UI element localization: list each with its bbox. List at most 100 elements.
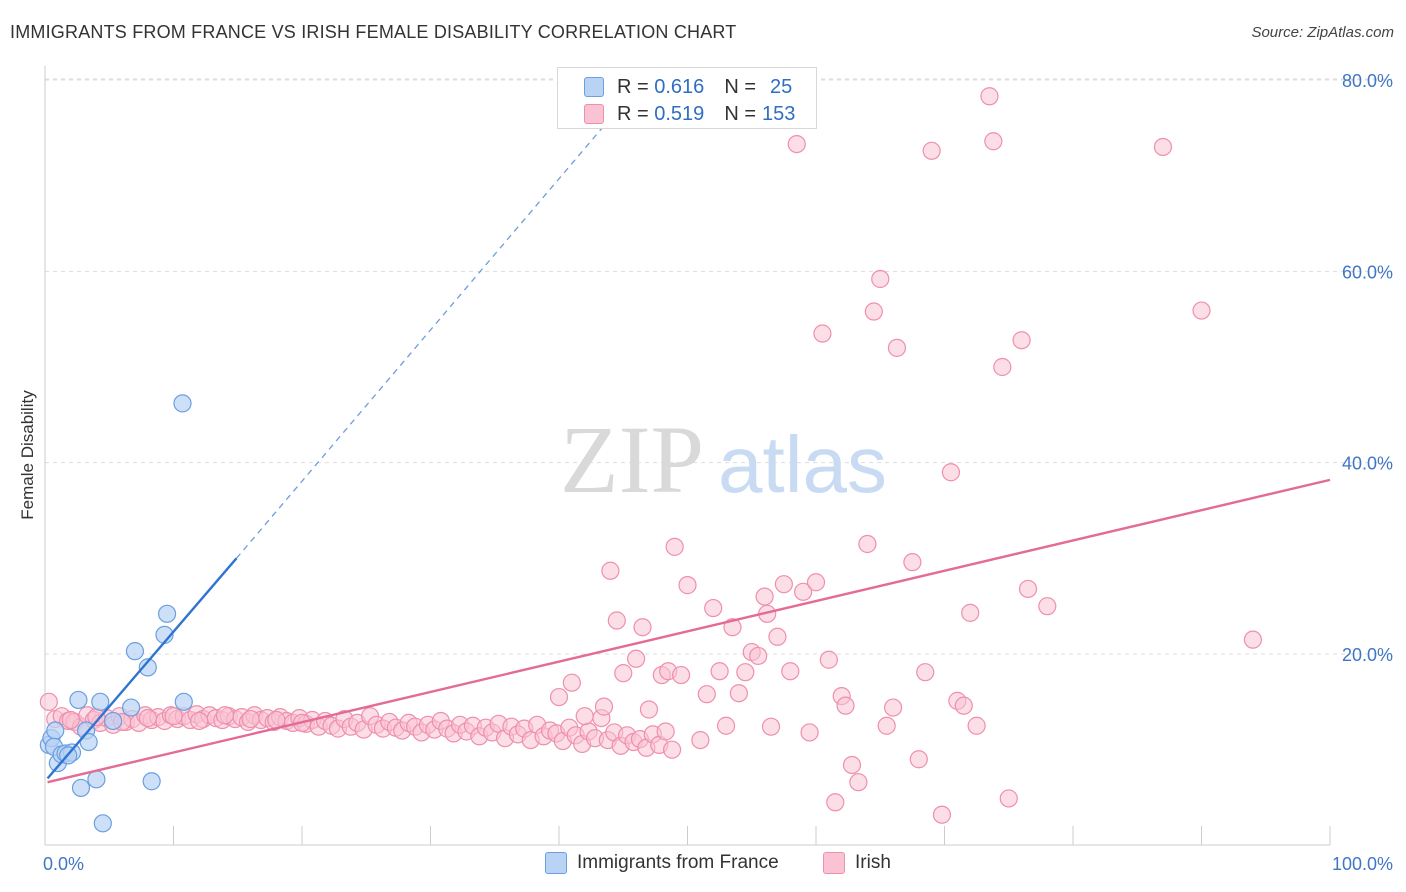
irish-legend-label: Irish xyxy=(855,852,891,873)
france-trend-line xyxy=(46,557,238,780)
irish-point-170 xyxy=(1018,579,1038,599)
irish-point-111 xyxy=(594,697,614,716)
irish-r-value: 0.519 xyxy=(654,102,705,125)
irish-point-116 xyxy=(633,618,652,637)
irish-point-165 xyxy=(980,87,999,106)
irish-point-126 xyxy=(710,662,729,681)
tick-labels: 20.0% 40.0% 60.0% 80.0% 0.0% 100.0% xyxy=(43,71,1393,874)
irish-point-163 xyxy=(961,603,980,622)
irish-point-171 xyxy=(1038,597,1057,616)
irish-point-168 xyxy=(999,789,1018,808)
irish-point-108 xyxy=(549,687,569,707)
irish-point-101 xyxy=(138,708,157,728)
irish-point-121 xyxy=(671,665,691,685)
y-tick-label-20: 20.0% xyxy=(1342,645,1393,665)
irish-point-124 xyxy=(697,685,716,704)
irish-point-0 xyxy=(39,692,58,711)
r-label: R = xyxy=(617,75,649,98)
irish-point-109 xyxy=(562,673,581,692)
irish-legend-swatch xyxy=(823,852,845,874)
irish-point-149 xyxy=(858,534,877,554)
y-tick-label-40: 40.0% xyxy=(1342,454,1393,474)
irish-point-157 xyxy=(916,663,935,682)
france-point-18 xyxy=(138,658,157,677)
irish-point-175 xyxy=(1243,630,1263,649)
irish-point-173 xyxy=(1153,137,1173,157)
irish-point-160 xyxy=(941,463,961,482)
r-label: R = xyxy=(617,102,649,125)
france-trend-extension xyxy=(235,117,611,559)
irish-point-123 xyxy=(691,730,710,750)
irish-point-144 xyxy=(826,793,845,812)
france-point-12 xyxy=(91,692,110,711)
irish-point-141 xyxy=(806,573,826,592)
irish-point-113 xyxy=(607,611,626,630)
irish-point-169 xyxy=(1012,331,1031,350)
irish-point-174 xyxy=(1192,301,1211,320)
france-point-15 xyxy=(104,711,123,731)
france-point-13 xyxy=(71,778,91,798)
x-tick-label-max: 100.0% xyxy=(1332,854,1393,874)
axes xyxy=(44,66,1331,846)
irish-point-120 xyxy=(665,537,684,556)
legend-row-irish: R = 0.519 N = 153 xyxy=(584,102,795,126)
irish-point-155 xyxy=(903,553,922,572)
watermark-atlas: atlas xyxy=(718,420,887,509)
irish-point-122 xyxy=(678,576,697,595)
france-point-16 xyxy=(121,698,141,717)
irish-point-150 xyxy=(864,302,883,321)
irish-point-148 xyxy=(849,773,868,792)
trend-lines xyxy=(46,117,1331,784)
irish-trend-line xyxy=(47,478,1331,784)
y-tick-label-60: 60.0% xyxy=(1342,262,1393,282)
irish-point-125 xyxy=(704,598,723,618)
irish-point-153 xyxy=(883,698,903,717)
irish-point-103 xyxy=(190,711,209,731)
irish-point-104 xyxy=(215,706,234,725)
france-point-22 xyxy=(173,394,192,413)
legend-row-france: R = 0.616 N = 25 xyxy=(584,75,792,99)
irish-point-154 xyxy=(887,338,907,357)
irish-point-172 xyxy=(787,134,806,154)
irish-point-167 xyxy=(993,357,1012,377)
irish-point-139 xyxy=(794,582,813,601)
irish-point-130 xyxy=(736,663,755,682)
irish-point-156 xyxy=(909,750,928,769)
gridlines xyxy=(45,78,1392,655)
irish-point-159 xyxy=(932,805,952,824)
y-axis-label: Female Disability xyxy=(18,390,37,520)
irish-point-164 xyxy=(967,716,986,735)
irish-point-97 xyxy=(662,740,682,759)
irish-point-136 xyxy=(768,627,787,646)
france-point-14 xyxy=(93,814,112,833)
france-legend-swatch xyxy=(545,852,567,874)
watermark-zip: ZIP xyxy=(560,406,704,513)
watermark: ZIP atlas xyxy=(560,406,887,513)
irish-point-147 xyxy=(842,755,862,775)
france-point-8 xyxy=(69,690,88,710)
chart-title: IMMIGRANTS FROM FRANCE VS IRISH FEMALE D… xyxy=(10,22,737,42)
irish-point-135 xyxy=(761,717,781,736)
stats-legend: R = 0.616 N = 25 R = 0.519 N = 153 xyxy=(557,67,817,129)
irish-point-102 xyxy=(164,707,183,726)
france-swatch xyxy=(584,77,604,97)
irish-point-142 xyxy=(813,324,832,343)
france-point-17 xyxy=(125,642,145,661)
irish-point-115 xyxy=(626,649,646,668)
irish-point-112 xyxy=(601,561,620,580)
france-point-11 xyxy=(87,770,106,789)
n-label: N = xyxy=(724,102,756,125)
irish-point-152 xyxy=(877,716,896,735)
y-tick-label-80: 80.0% xyxy=(1342,71,1393,91)
irish-point-151 xyxy=(871,269,890,289)
irish-point-133 xyxy=(755,587,774,606)
irish-point-117 xyxy=(639,700,659,719)
n-label: N = xyxy=(724,75,756,98)
irish-point-137 xyxy=(774,575,793,594)
legend-item-irish: Irish xyxy=(823,851,891,875)
irish-point-105 xyxy=(241,709,260,729)
france-r-value: 0.616 xyxy=(654,75,705,98)
irish-swatch xyxy=(584,104,604,124)
legend-item-france: Immigrants from France xyxy=(545,851,779,875)
